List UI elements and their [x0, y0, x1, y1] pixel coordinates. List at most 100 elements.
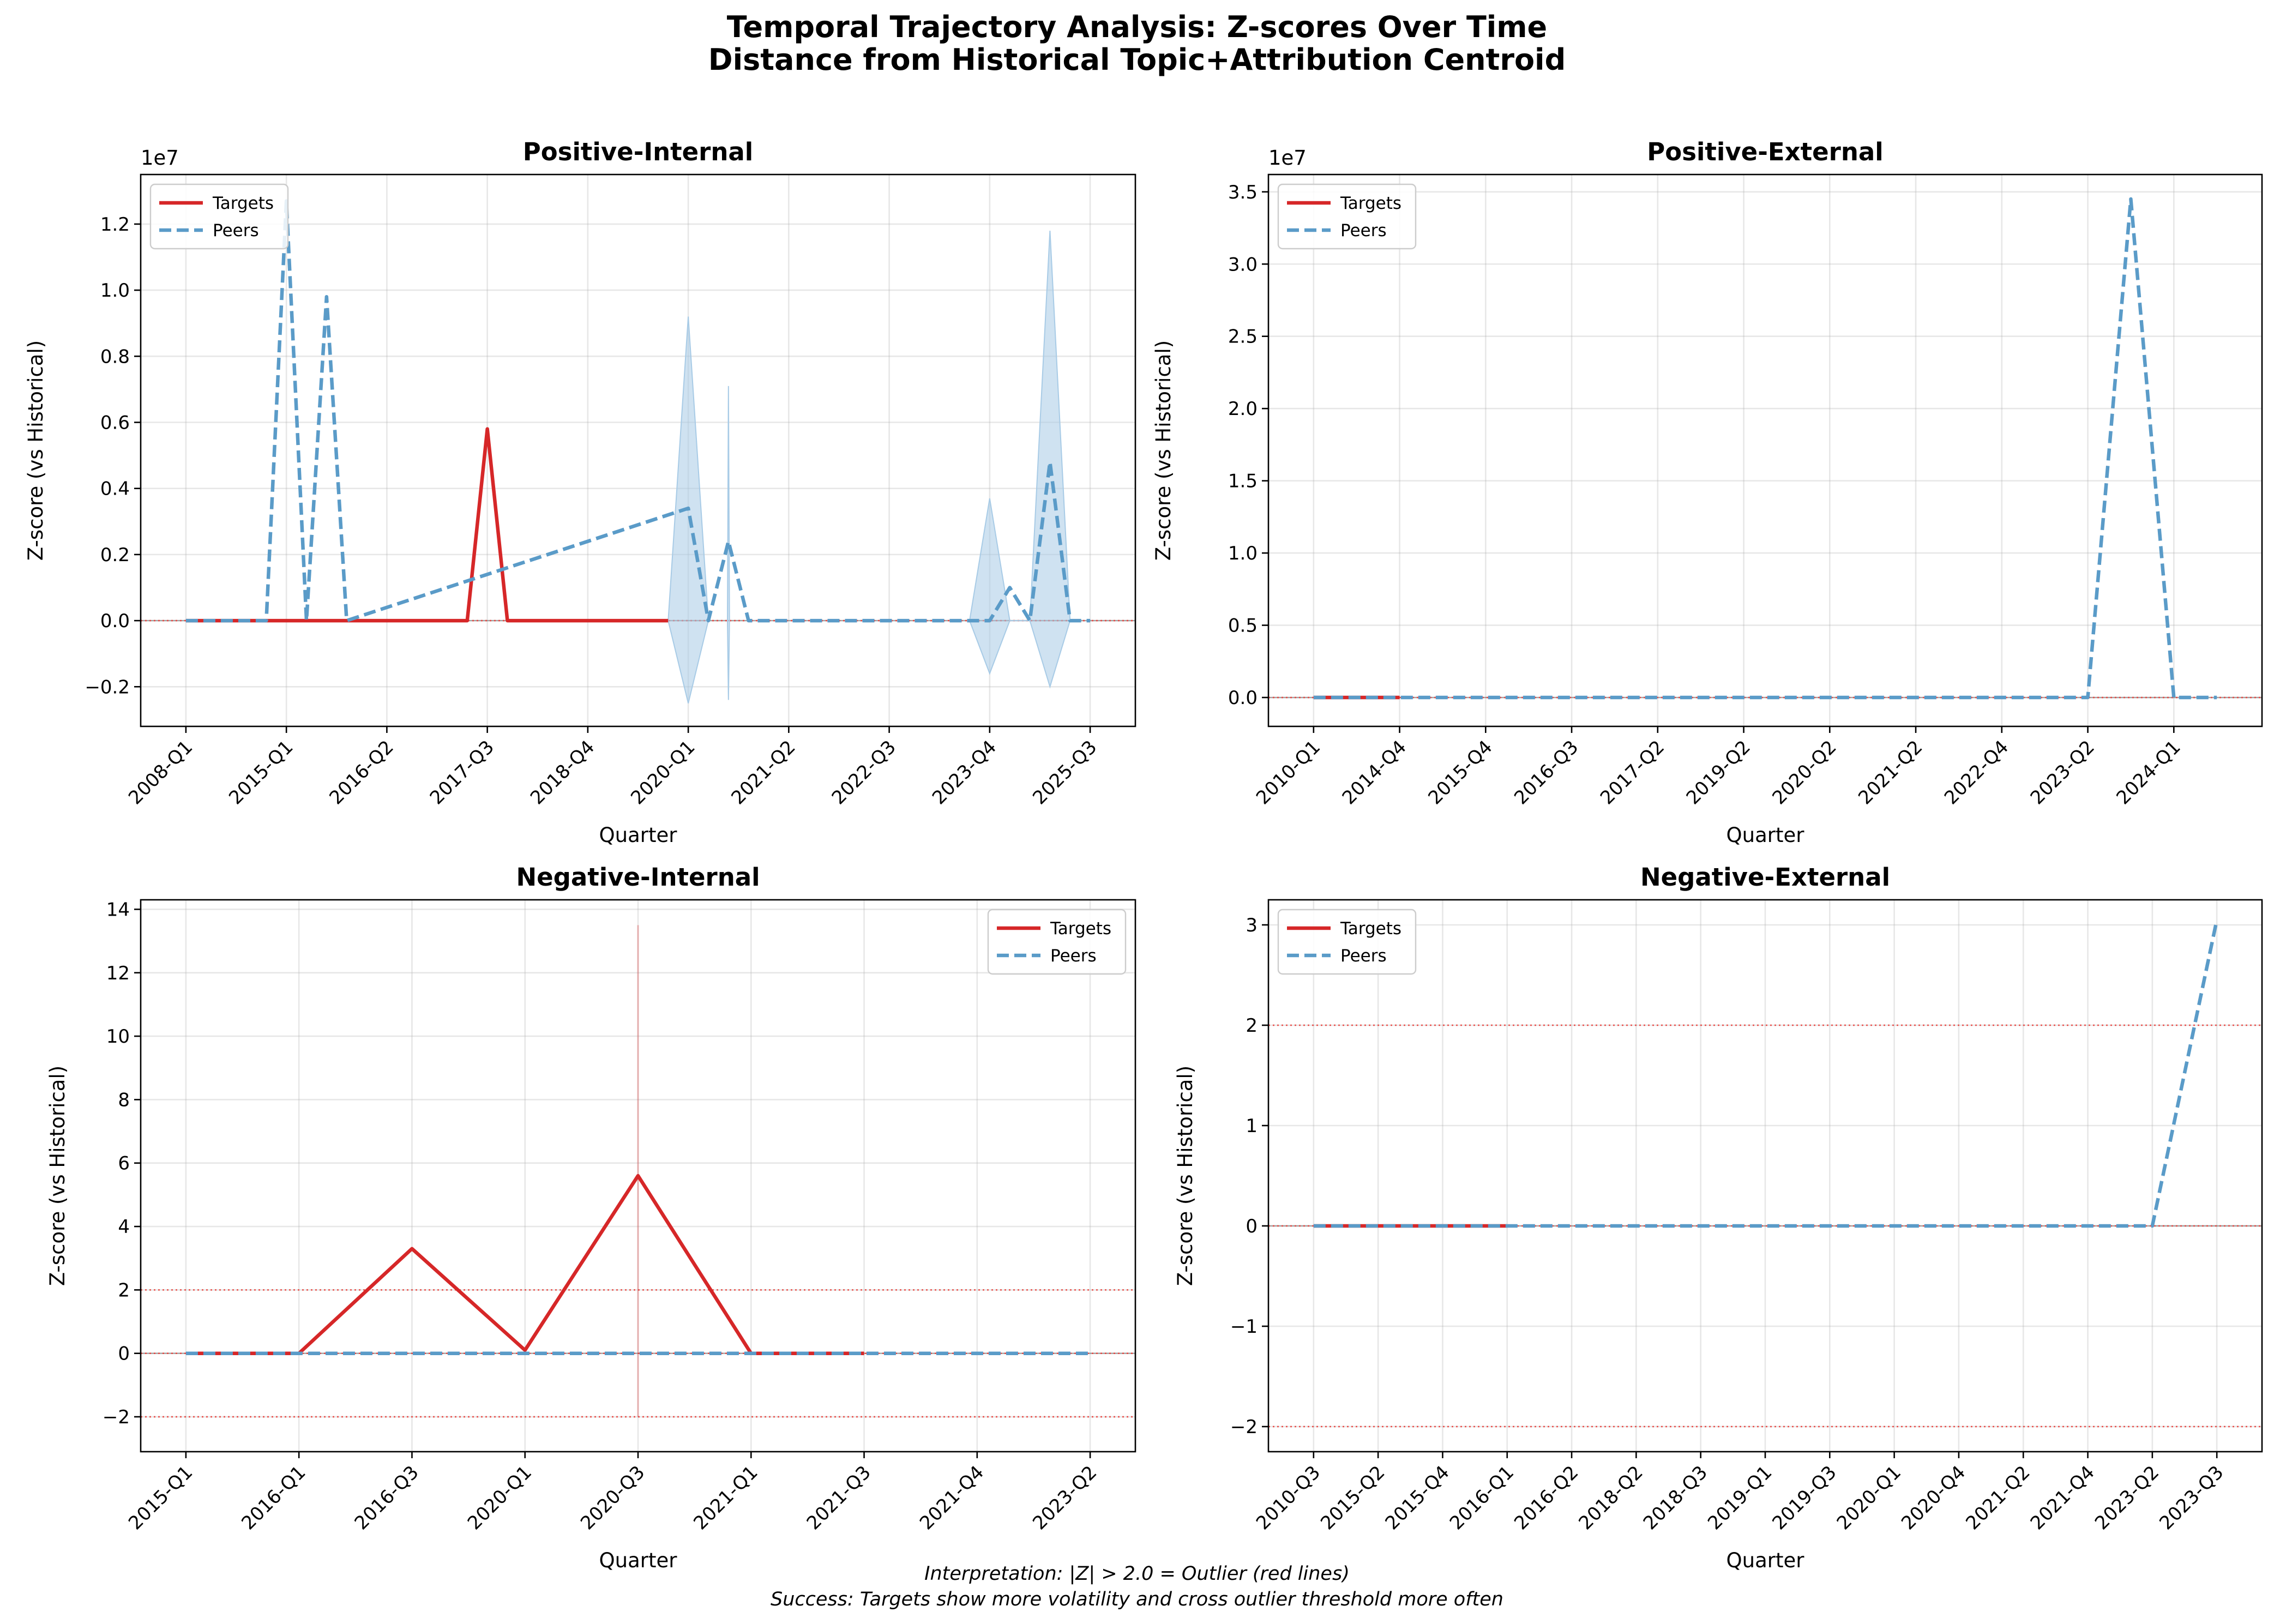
- y-tick-label: 0.8: [100, 346, 130, 368]
- x-tick-label: 2015-Q2: [1316, 1461, 1389, 1534]
- y-axis-label: Z-score (vs Historical): [1174, 1066, 1197, 1286]
- plot-frame: [140, 173, 1136, 727]
- panel-title: Positive-External: [1647, 137, 1883, 166]
- peers-series-line: [1313, 919, 2219, 1228]
- legend-box: [987, 909, 1127, 975]
- panel-title: Positive-Internal: [523, 137, 753, 166]
- legend: Targets Peers: [1277, 183, 1417, 250]
- y-tick-label: 1: [1246, 1115, 1258, 1137]
- x-tick-label: 2019-Q3: [1768, 1461, 1840, 1534]
- y-offset-label: 1e7: [141, 146, 179, 170]
- x-tick-label: 2023-Q3: [2155, 1461, 2228, 1534]
- y-tick-label: 0.0: [100, 610, 130, 632]
- panel-title: Negative-Internal: [516, 863, 760, 892]
- y-tick-label: 0: [118, 1343, 130, 1365]
- x-tick-label: 2019-Q1: [1704, 1461, 1776, 1534]
- legend-label: Targets: [1050, 919, 1111, 939]
- x-tick-label: 2016-Q3: [351, 1461, 423, 1534]
- panel-4: −2 −1 0 1 2 3 2010-Q32015-Q22015-Q42016-Q12016…: [1174, 863, 2263, 1572]
- x-tick-label: 2015-Q4: [1381, 1461, 1454, 1534]
- y-tick-label: 0.5: [1228, 615, 1258, 637]
- y-tick-label: 12: [106, 963, 130, 984]
- panel-3: −2 0 2 4 6 8 10 12 14 2015-Q1 2016-Q1 2016-Q3 2020-Q…: [46, 863, 1136, 1572]
- x-axis-label: Quarter: [599, 823, 678, 847]
- x-tick-label: 2016-Q2: [1510, 1461, 1583, 1534]
- peers-series-line: [1313, 197, 2217, 700]
- y-tick-label: 1.0: [1228, 543, 1258, 564]
- y-axis-label: Z-score (vs Historical): [24, 340, 47, 561]
- x-tick-label: 2014-Q4: [1338, 736, 1411, 809]
- y-axis-label: Z-score (vs Historical): [1152, 340, 1175, 561]
- y-tick-label: 4: [118, 1216, 130, 1238]
- y-axis-label: Z-score (vs Historical): [46, 1066, 69, 1286]
- y-tick-label: 1.0: [100, 280, 130, 302]
- legend: Targets Peers: [149, 183, 289, 250]
- y-tick-label: 2: [118, 1279, 130, 1301]
- figure-title-line1: Temporal Trajectory Analysis: Z-scores O…: [727, 10, 1547, 44]
- legend-label: Targets: [1340, 194, 1401, 213]
- x-tick-label: 2022-Q4: [1940, 736, 2013, 809]
- x-tick-label: 2016-Q3: [1510, 736, 1583, 809]
- legend-box: [1277, 183, 1417, 250]
- y-tick-label: 1.2: [100, 214, 130, 236]
- x-tick-label: 2016-Q2: [326, 736, 398, 809]
- peers-spread-band: [968, 498, 1030, 675]
- legend-label: Targets: [212, 194, 274, 213]
- x-tick-label: 2021-Q2: [727, 736, 799, 809]
- footer-interpretation: Interpretation: |Z| > 2.0 = Outlier (red…: [924, 1563, 1350, 1585]
- y-tick-label: 14: [106, 899, 130, 921]
- x-tick-label: 2020-Q3: [576, 1461, 649, 1534]
- legend-box: [1277, 909, 1417, 975]
- y-offset-label: 1e7: [1268, 146, 1307, 170]
- x-tick-label: 2020-Q1: [464, 1461, 536, 1534]
- x-tick-label: 2021-Q1: [689, 1461, 762, 1534]
- y-tick-label: 6: [118, 1153, 130, 1175]
- x-tick-label: 2010-Q1: [1252, 736, 1325, 809]
- panel-title: Negative-External: [1640, 863, 1890, 892]
- x-tick-label: 2021-Q4: [916, 1461, 988, 1534]
- x-tick-label: 2017-Q3: [426, 736, 498, 809]
- y-tick-label: 3.0: [1228, 254, 1258, 275]
- y-tick-label: 8: [118, 1089, 130, 1111]
- y-tick-label: 2.0: [1228, 398, 1258, 420]
- x-tick-label: 2015-Q4: [1424, 736, 1496, 809]
- x-tick-label: 2021-Q2: [1854, 736, 1927, 809]
- footer-success: Success: Targets show more volatility an…: [771, 1589, 1503, 1610]
- x-tick-label: 2021-Q3: [803, 1461, 875, 1534]
- x-tick-label: 2018-Q2: [1574, 1461, 1647, 1534]
- x-tick-label: 2019-Q2: [1682, 736, 1755, 809]
- targets-series-line: [185, 427, 669, 623]
- x-tick-label: 2018-Q3: [1639, 1461, 1712, 1534]
- y-tick-label: 2: [1246, 1015, 1258, 1037]
- x-tick-label: 2020-Q1: [627, 736, 699, 809]
- x-tick-label: 2022-Q3: [828, 736, 900, 809]
- y-tick-label: 3.5: [1228, 182, 1258, 203]
- y-tick-label: 0: [1246, 1216, 1258, 1237]
- x-tick-label: 2023-Q2: [2026, 736, 2099, 809]
- y-tick-label: −0.2: [85, 676, 130, 698]
- plot-frame: [1267, 173, 2263, 727]
- figure-title-line2: Distance from Historical Topic+Attributi…: [708, 43, 1566, 77]
- y-tick-label: 0.6: [100, 412, 130, 434]
- x-tick-label: 2020-Q2: [1768, 736, 1840, 809]
- x-tick-label: 2024-Q1: [2112, 736, 2185, 809]
- x-tick-label: 2023-Q2: [2091, 1461, 2163, 1534]
- y-tick-label: −2: [103, 1406, 130, 1428]
- y-tick-label: −1: [1230, 1316, 1258, 1338]
- x-tick-label: 2015-Q1: [225, 736, 297, 809]
- x-tick-label: 2017-Q2: [1596, 736, 1669, 809]
- x-tick-label: 2020-Q1: [1833, 1461, 1905, 1534]
- peers-series-line: [185, 199, 1091, 623]
- x-tick-label: 2010-Q3: [1252, 1461, 1325, 1534]
- panels: −0.2 0.0 0.2 0.4 0.6 0.8 1.0 1.2 2008-Q1 2015-Q1 2…: [24, 137, 2263, 1572]
- panel-1: −0.2 0.0 0.2 0.4 0.6 0.8 1.0 1.2 2008-Q1 2015-Q1 2…: [24, 137, 1136, 847]
- legend: Targets Peers: [987, 909, 1127, 975]
- legend-box: [149, 183, 289, 250]
- peers-spread-band: [726, 386, 730, 700]
- x-tick-label: 2016-Q1: [1446, 1461, 1518, 1534]
- y-tick-label: 0.0: [1228, 687, 1258, 709]
- y-tick-label: −2: [1230, 1416, 1258, 1438]
- x-tick-label: 2008-Q1: [124, 736, 197, 809]
